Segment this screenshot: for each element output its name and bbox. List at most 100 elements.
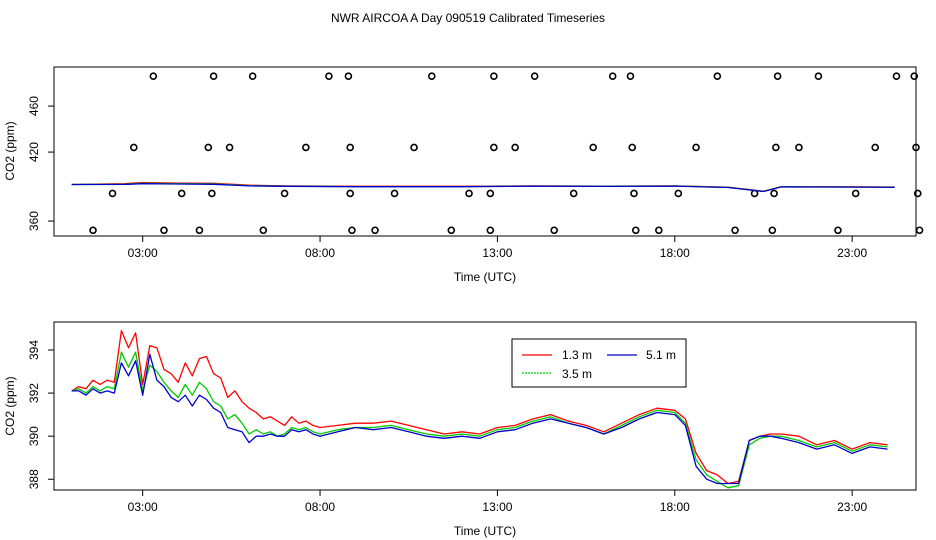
calibration-point <box>344 72 353 80</box>
top-series-5-1-m <box>71 183 895 193</box>
calibration-point <box>248 72 257 80</box>
bottom-series-5-1-m <box>71 353 888 485</box>
top-y-tick-label: 460 <box>27 96 41 116</box>
bottom-series-3-5-m <box>71 351 888 489</box>
calibration-point <box>465 189 473 198</box>
bottom-series-1-3-m <box>71 329 888 485</box>
top-x-axis-label: Time (UTC) <box>454 270 516 284</box>
legend-label-5-1m: 5.1 m <box>646 348 676 362</box>
top-y-tick-label: 420 <box>27 142 41 162</box>
calibration-point <box>427 72 436 80</box>
bottom-series-lines <box>71 329 888 489</box>
calibration-point <box>834 226 842 235</box>
calibration-point <box>773 72 782 80</box>
calibration-point <box>346 143 355 152</box>
calibration-point <box>628 143 637 152</box>
calibration-point <box>713 72 722 80</box>
calibration-point <box>209 72 218 80</box>
bottom-x-tick-label: 03:00 <box>128 500 158 514</box>
calibration-point <box>768 226 777 235</box>
calibration-point <box>149 72 158 80</box>
calibration-point <box>913 189 922 198</box>
calibration-point <box>814 72 823 80</box>
calibration-point <box>630 189 638 198</box>
top-series-lines <box>71 181 895 193</box>
calibration-point <box>490 143 498 152</box>
calibration-point <box>195 226 204 235</box>
calibration-point <box>674 189 683 198</box>
top-x-tick-label: 18:00 <box>660 246 690 260</box>
top-panel: 03:00 08:00 13:00 18:00 23:00 360 420 460 Time… <box>3 66 924 284</box>
calibration-point <box>302 143 310 152</box>
calibration-point <box>871 143 880 152</box>
top-x-tick-label: 23:00 <box>837 246 867 260</box>
calibration-point <box>490 72 498 80</box>
figure-title: NWR AIRCOA A Day 090519 Calibrated Times… <box>331 11 605 25</box>
calibration-point <box>208 189 216 198</box>
bottom-panel: 03:00 08:00 13:00 18:00 23:00 388 390 392 394 T… <box>3 321 917 538</box>
bottom-y-tick-label: 390 <box>27 426 41 446</box>
calibration-point <box>608 72 617 80</box>
calibration-point <box>177 189 186 198</box>
calibration-point <box>795 143 803 152</box>
bottom-plot-frame <box>53 321 917 491</box>
top-calibration-points <box>89 72 924 235</box>
calibration-point <box>225 143 234 152</box>
calibration-point <box>655 226 663 235</box>
calibration-point <box>486 226 495 235</box>
calibration-point <box>912 143 920 152</box>
calibration-point <box>280 189 289 198</box>
calibration-point <box>770 189 778 198</box>
legend-label-3-5m: 3.5 m <box>562 367 592 381</box>
bottom-x-axis-label: Time (UTC) <box>454 524 516 538</box>
top-x-axis: 03:00 08:00 13:00 18:00 23:00 <box>128 236 867 260</box>
top-y-tick-label: 360 <box>27 211 41 231</box>
legend-box <box>511 338 687 388</box>
calibration-point <box>130 143 138 152</box>
bottom-y-axis-label: CO2 (ppm) <box>3 376 17 435</box>
calibration-point <box>204 143 213 152</box>
calibration-point <box>631 226 640 235</box>
top-y-axis-label: CO2 (ppm) <box>3 121 17 180</box>
top-x-tick-label: 13:00 <box>482 246 512 260</box>
calibration-point <box>346 189 355 198</box>
legend-label-1-3m: 1.3 m <box>562 348 592 362</box>
calibration-point <box>325 72 333 80</box>
calibration-point <box>530 72 539 80</box>
calibration-point <box>89 226 97 235</box>
calibration-point <box>731 226 739 235</box>
bottom-x-tick-label: 18:00 <box>660 500 690 514</box>
calibration-point <box>390 189 399 198</box>
bottom-y-axis: 388 390 392 394 <box>27 340 54 489</box>
bottom-x-axis: 03:00 08:00 13:00 18:00 23:00 <box>128 490 867 514</box>
bottom-y-tick-label: 394 <box>27 340 41 360</box>
calibration-point <box>892 72 901 80</box>
bottom-x-tick-label: 23:00 <box>837 500 867 514</box>
top-plot-frame <box>53 66 917 237</box>
top-x-tick-label: 03:00 <box>128 246 158 260</box>
calibration-point <box>447 226 456 235</box>
calibration-point <box>486 189 495 198</box>
calibration-point <box>348 226 356 235</box>
top-y-axis: 360 420 460 <box>27 96 54 231</box>
calibration-point <box>692 143 700 152</box>
calibration-point <box>259 226 268 235</box>
bottom-x-tick-label: 08:00 <box>305 500 335 514</box>
calibration-point <box>108 189 117 198</box>
calibration-point <box>371 226 379 235</box>
calibration-point <box>511 143 519 152</box>
calibration-point <box>851 189 860 198</box>
calibration-point <box>569 189 578 198</box>
bottom-x-tick-label: 13:00 <box>482 500 512 514</box>
calibration-point <box>589 143 597 152</box>
bottom-y-tick-label: 392 <box>27 383 41 403</box>
calibration-point <box>772 143 780 152</box>
calibration-point <box>910 72 919 80</box>
calibration-point <box>160 226 168 235</box>
calibration-point <box>915 226 924 235</box>
legend: 1.3 m 5.1 m 3.5 m <box>511 338 687 388</box>
top-x-tick-label: 08:00 <box>305 246 335 260</box>
calibration-point <box>626 72 635 80</box>
bottom-y-tick-label: 388 <box>27 469 41 489</box>
